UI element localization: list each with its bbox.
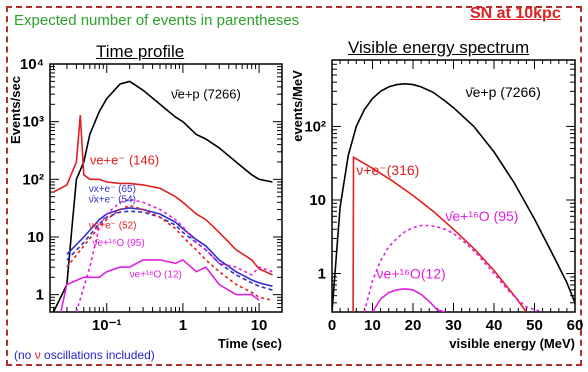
y-tick-label: 10² xyxy=(22,171,44,188)
note-nu-symbol: ν xyxy=(34,348,41,362)
x-tick-label: 20 xyxy=(405,317,422,334)
subtitle: Expected number of events in parentheses xyxy=(14,12,300,29)
note-suffix: oscillations included) xyxy=(40,348,155,362)
series-line-e-316 xyxy=(352,155,528,312)
y-axis-label: events/MeV xyxy=(290,70,305,142)
x-axis-label: visible energy (MeV) xyxy=(449,336,575,351)
x-axis-label: Time (sec) xyxy=(218,336,282,351)
y-axis-label: Events/sec xyxy=(8,76,23,144)
curve-label-x-e-54: ν̄x+e⁻ (54) xyxy=(89,194,136,205)
series-line-e-o-95 xyxy=(363,224,543,312)
series-line-e-o-12 xyxy=(60,258,260,312)
series-line-e-p-7266 xyxy=(332,82,575,312)
x-tick-label: 60 xyxy=(567,317,584,334)
note-prefix: (no xyxy=(14,348,35,362)
y-tick-label: 10³ xyxy=(22,114,44,131)
curve-label-e-e-146: νe+e⁻ (146) xyxy=(90,153,159,168)
energy-spectrum-title: Visible energy spectrum xyxy=(348,38,530,57)
curve-label-e-p-7266: ν̄e+p (7266) xyxy=(466,84,541,100)
curve-label-e-e-52: νe+e⁻ (52) xyxy=(89,221,137,232)
y-tick-label: 10 xyxy=(27,229,44,246)
time-profile-title: Time profile xyxy=(96,42,185,61)
curve-label-e-p-7266: ν̄e+p (7266) xyxy=(171,87,241,102)
y-tick-label: 10² xyxy=(304,118,326,135)
series-line-e-e-52 xyxy=(66,204,273,301)
curve-label-e-o-95: ν̄e+¹⁶O (95) xyxy=(92,238,144,249)
x-tick-label: 10 xyxy=(251,317,268,334)
curve-label-e-o-12: νe+¹⁶O (12) xyxy=(130,269,182,280)
series-line-e-p-7266 xyxy=(52,80,273,312)
x-tick-label: 50 xyxy=(526,317,543,334)
x-tick-label: 40 xyxy=(486,317,503,334)
distance-label: SN at 10kpc xyxy=(470,5,561,22)
x-tick-label: 10 xyxy=(364,317,381,334)
x-tick-label: 10⁻¹ xyxy=(92,317,122,334)
series-line-e-o-12 xyxy=(371,287,446,312)
y-tick-label: 10 xyxy=(309,192,326,209)
y-tick-label: 1 xyxy=(318,266,326,283)
series-line-e-e-146 xyxy=(53,115,273,276)
dashed-frame xyxy=(6,6,582,366)
x-tick-label: 1 xyxy=(179,317,187,334)
curve-label-e-316: ν+e⁻(316) xyxy=(356,162,419,178)
series-line-e-o-95 xyxy=(75,198,273,312)
curve-label-e-o-12: νe+¹⁶O(12) xyxy=(377,266,446,282)
x-tick-label: 30 xyxy=(445,317,462,334)
series-line-x-e-65 xyxy=(66,207,273,287)
oscillation-note: (no ν oscillations included) xyxy=(14,348,155,362)
curve-label-x-e-65: νx+e⁻ (65) xyxy=(89,184,136,195)
curve-label-e-o-95: ν̄e+¹⁶O (95) xyxy=(445,208,518,224)
x-tick-label: 0 xyxy=(328,317,336,334)
y-tick-label: 10⁴ xyxy=(20,56,44,73)
y-tick-label: 1 xyxy=(36,287,44,304)
